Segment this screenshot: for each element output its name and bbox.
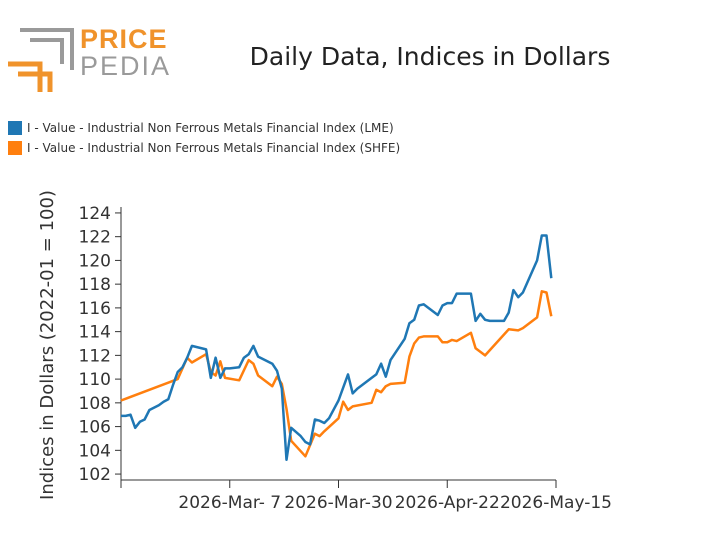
logo-mark-icon: [8, 28, 74, 92]
y-tick-label: 106: [79, 418, 111, 438]
chart-axes: 102 104 106 108 110 112 114 116 118 120 122 124 2026…: [79, 204, 612, 513]
legend-swatch-shfe: [8, 141, 22, 155]
legend-item-shfe[interactable]: I - Value - Industrial Non Ferrous Metal…: [8, 138, 400, 158]
y-tick-label: 116: [79, 299, 111, 319]
logo-text-pedia: PEDIA: [80, 51, 172, 81]
y-tick-label: 102: [79, 465, 111, 485]
y-tick-label: 104: [79, 441, 111, 461]
y-tick-label: 112: [79, 346, 111, 366]
x-tick-label: 2026-Mar-30: [284, 493, 392, 513]
chart-legend: I - Value - Industrial Non Ferrous Metal…: [8, 118, 400, 158]
y-tick-label: 108: [79, 394, 111, 414]
y-axis-title: Indices in Dollars (2022-01 = 100): [37, 190, 58, 500]
logo-text-price: PRICE: [80, 24, 168, 54]
x-tick-label: 2026-Apr-22: [395, 493, 500, 513]
legend-item-lme[interactable]: I - Value - Industrial Non Ferrous Metal…: [8, 118, 400, 138]
series-line-shfe: [120, 290, 553, 458]
series-line-lme: [121, 234, 553, 462]
legend-swatch-lme: [8, 121, 22, 135]
y-tick-label: 118: [79, 275, 111, 295]
y-tick-label: 110: [79, 370, 111, 390]
y-tick-label: 114: [79, 323, 111, 343]
chart-title: Daily Data, Indices in Dollars: [249, 42, 611, 71]
pricepedia-logo: PRICE PEDIA: [8, 24, 172, 94]
y-tick-label: 122: [79, 228, 111, 248]
y-tick-label: 124: [79, 204, 111, 224]
x-tick-label: 2026-May-15: [500, 493, 612, 513]
chart-series: [120, 234, 553, 462]
legend-label-shfe: I - Value - Industrial Non Ferrous Metal…: [27, 141, 401, 155]
x-tick-label: 2026-Mar- 7: [178, 493, 281, 513]
y-tick-label: 120: [79, 251, 111, 271]
legend-label-lme: I - Value - Industrial Non Ferrous Metal…: [27, 121, 394, 135]
